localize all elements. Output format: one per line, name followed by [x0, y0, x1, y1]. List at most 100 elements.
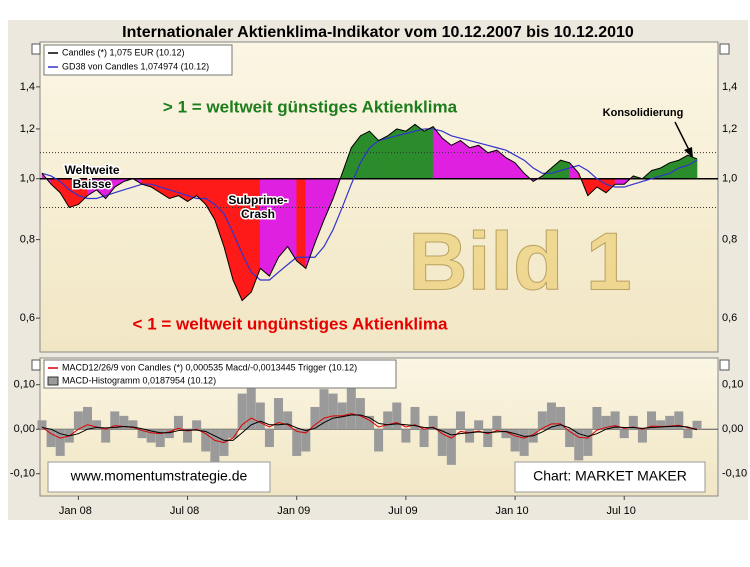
histogram-bar: [301, 429, 311, 452]
y-tick-label-right: 1,2: [722, 123, 737, 135]
histogram-bar: [183, 429, 193, 443]
legend-label: MACD12/26/9 von Candles (*) 0,000535 Mac…: [62, 362, 357, 372]
series-line: [41, 128, 698, 281]
histogram-bar: [210, 429, 220, 465]
legend-label: GD38 von Candles 1,074974 (10.12): [62, 61, 209, 71]
histogram-bar: [374, 429, 384, 452]
url-text: www.momentumstrategie.de: [70, 468, 248, 484]
x-tick-label: Jul 09: [388, 505, 417, 517]
histogram-bar: [492, 415, 502, 430]
histogram-bar: [474, 420, 484, 430]
histogram-bar: [192, 420, 202, 430]
source-box: [514, 461, 706, 493]
series-line: [41, 413, 698, 444]
histogram-bar: [37, 420, 47, 430]
y-tick-label: 0,10: [14, 379, 35, 391]
histogram-bar: [319, 389, 329, 430]
area-segment: [414, 123, 425, 179]
area-segment: [614, 178, 625, 185]
histogram-bar: [346, 384, 356, 430]
y-tick-label-right: -0,10: [722, 468, 747, 480]
area-segment: [278, 178, 288, 259]
series-line: [41, 123, 698, 302]
histogram-bar: [455, 411, 465, 430]
y-tick-label: 1,2: [20, 123, 35, 135]
histogram-bar: [519, 429, 529, 456]
histogram-bar: [164, 429, 174, 439]
histogram-bar: [628, 415, 638, 430]
histogram-bar: [556, 406, 566, 430]
panel-icon: [31, 43, 41, 55]
y-tick-label-right: 0,6: [722, 312, 737, 324]
area-segment: [378, 135, 388, 179]
x-tick-label: Jul 10: [607, 505, 636, 517]
legend-box: [43, 44, 233, 76]
histogram-bar: [428, 415, 438, 430]
histogram-bar: [465, 429, 475, 443]
histogram-bar: [619, 429, 629, 439]
panel-icon: [719, 43, 730, 55]
histogram-bar: [274, 398, 284, 430]
legend-box: [43, 359, 397, 389]
histogram-bar: [501, 429, 511, 439]
panel-icon: [719, 359, 730, 371]
histogram-bar: [656, 420, 666, 430]
histogram-bar: [73, 411, 83, 430]
histogram-bar: [592, 406, 602, 430]
histogram-bar: [546, 402, 556, 430]
histogram-bar: [155, 429, 165, 448]
annotation: > 1 = weltweit günstiges Aktienklima: [163, 97, 458, 116]
y-tick-label: 0,00: [14, 423, 35, 435]
annotation: Konsolidierung: [603, 107, 684, 119]
watermark: Bild 1: [408, 217, 631, 308]
histogram-bar: [110, 411, 120, 430]
histogram-bar: [683, 429, 693, 439]
y-tick-label-right: 0,10: [722, 379, 743, 391]
y-tick-label-right: 1,4: [722, 81, 737, 93]
histogram-bar: [55, 429, 65, 456]
histogram-bar: [637, 429, 647, 443]
chart-title: Internationaler Aktienklima-Indikator vo…: [122, 24, 634, 41]
histogram-bar: [446, 429, 456, 465]
y-tick-label-right: 0,8: [722, 234, 737, 246]
y-tick-label: 0,8: [20, 234, 35, 246]
y-tick-label: -0,10: [10, 468, 35, 480]
url-box: [47, 461, 271, 493]
histogram-bar: [510, 429, 520, 452]
histogram-bar: [173, 415, 183, 430]
histogram-bar: [583, 429, 593, 456]
histogram-bar: [610, 411, 620, 430]
histogram-bar: [355, 398, 365, 430]
annotation: Weltweite: [64, 163, 119, 177]
source-text: Chart: MARKET MAKER: [533, 468, 687, 484]
x-tick-label: Jan 10: [496, 505, 529, 517]
area-segment: [296, 178, 307, 270]
histogram-bar: [283, 411, 293, 430]
histogram-bar: [483, 429, 493, 448]
histogram-bar: [101, 429, 111, 443]
histogram-bar: [565, 429, 575, 448]
histogram-bar: [292, 429, 302, 456]
histogram-bar: [264, 429, 274, 448]
histogram-bar: [119, 415, 129, 430]
x-tick-label: Jan 08: [59, 505, 92, 517]
histogram-bar: [537, 411, 547, 430]
y-tick-label: 0,6: [20, 312, 35, 324]
y-tick-label: 1,0: [20, 173, 35, 185]
annotation: Crash: [241, 207, 275, 221]
legend-label: Candles (*) 1,075 EUR (10.12): [62, 47, 185, 57]
y-tick-label: 1,4: [20, 81, 35, 93]
histogram-bar: [128, 420, 138, 430]
histogram-bar: [46, 429, 56, 448]
histogram-bar: [255, 402, 265, 430]
histogram-bar: [383, 411, 393, 430]
annotation: Subprime-: [228, 193, 287, 207]
panel-icon: [31, 359, 41, 371]
histogram-bar: [365, 415, 374, 430]
arrow-head: [684, 147, 693, 158]
histogram-bar: [674, 411, 684, 430]
y-tick-label-right: 0,00: [722, 423, 743, 435]
arrow: [674, 121, 691, 153]
